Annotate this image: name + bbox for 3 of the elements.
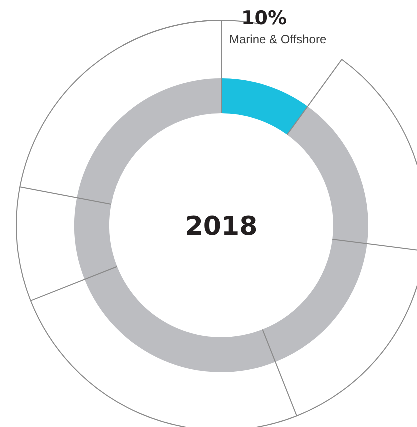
slice-label: Marine & Offshore	[230, 32, 327, 46]
data-label: 10%	[242, 8, 287, 30]
text: 2018	[185, 212, 258, 242]
